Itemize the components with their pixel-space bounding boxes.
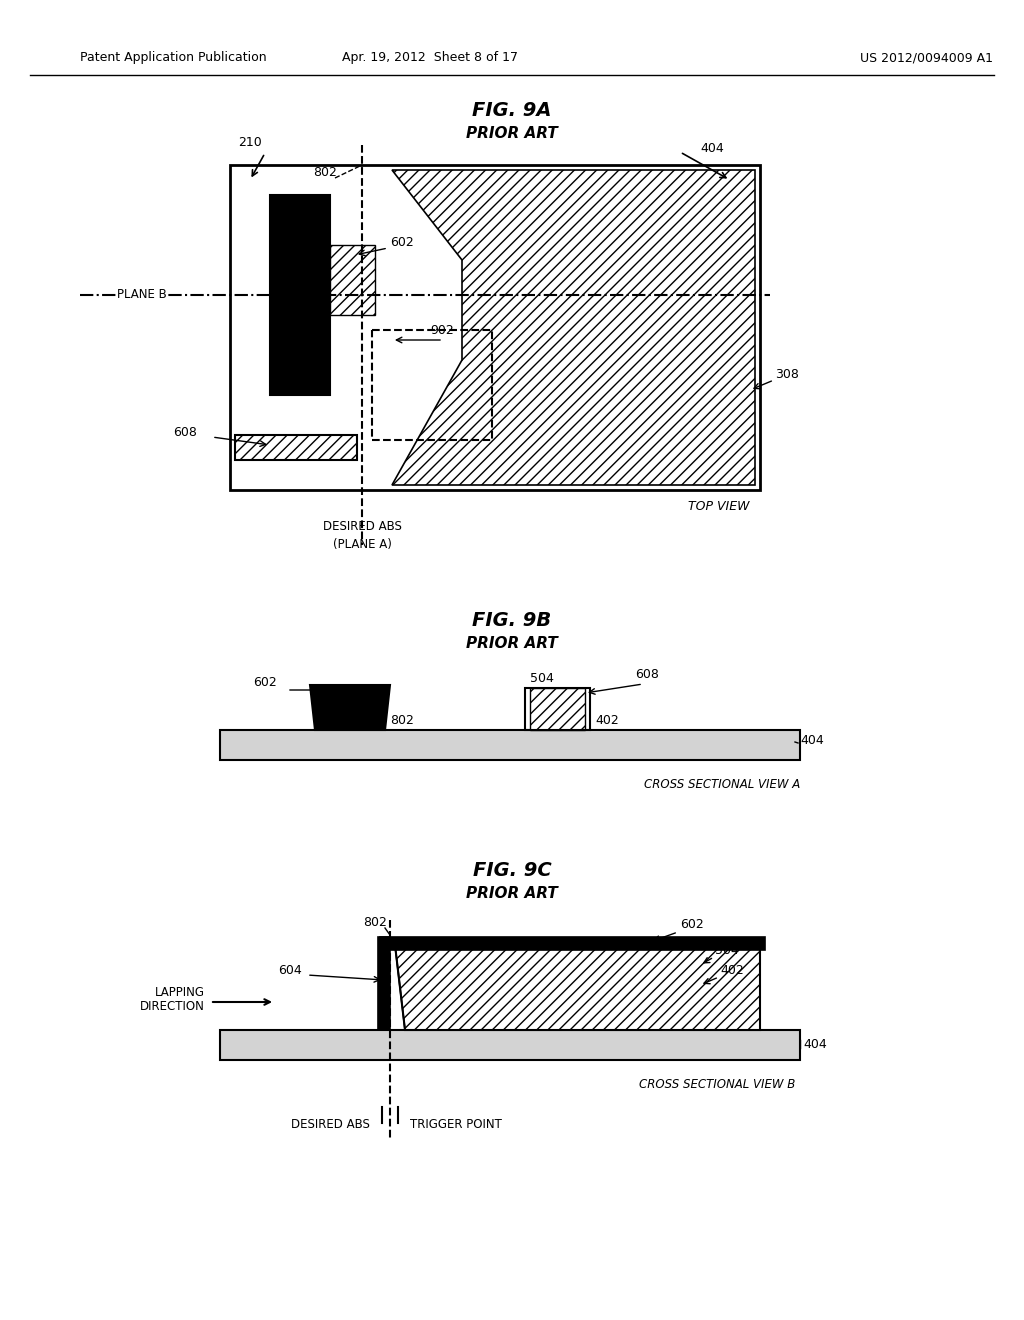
Text: Patent Application Publication: Patent Application Publication [80,51,266,65]
Text: CROSS SECTIONAL VIEW B: CROSS SECTIONAL VIEW B [639,1078,795,1092]
Text: PRIOR ART: PRIOR ART [466,886,558,900]
Text: (PLANE A): (PLANE A) [333,539,391,550]
Polygon shape [380,937,765,950]
Polygon shape [392,170,755,484]
Text: CROSS SECTIONAL VIEW A: CROSS SECTIONAL VIEW A [644,777,800,791]
Polygon shape [310,685,390,730]
Text: DESIRED ABS: DESIRED ABS [323,520,401,533]
Text: 602: 602 [680,919,703,932]
Text: 604: 604 [279,964,302,977]
Text: 402: 402 [595,714,618,726]
Text: TOP VIEW: TOP VIEW [688,500,750,513]
Bar [220,1030,800,1060]
Text: FIG. 9A: FIG. 9A [472,100,552,120]
Text: TRIGGER POINT: TRIGGER POINT [410,1118,502,1131]
Bar [230,165,760,490]
Text: 504: 504 [530,672,554,685]
Text: US 2012/0094009 A1: US 2012/0094009 A1 [860,51,993,65]
Text: PRIOR ART: PRIOR ART [466,635,558,651]
Text: FIG. 9B: FIG. 9B [472,610,552,630]
Polygon shape [395,945,760,1030]
Bar [378,937,390,1030]
Bar [270,195,330,395]
Text: 602: 602 [390,236,414,249]
Polygon shape [234,436,357,459]
Text: 210: 210 [239,136,262,149]
Text: 602: 602 [253,676,276,689]
Text: 902: 902 [430,323,454,337]
Text: LAPPING: LAPPING [155,986,205,998]
Text: 404: 404 [803,1039,826,1052]
Text: PRIOR ART: PRIOR ART [466,125,558,140]
Text: 404: 404 [800,734,823,747]
Bar [234,436,357,459]
Text: 802: 802 [390,714,414,726]
Text: 404: 404 [700,141,724,154]
Text: 308: 308 [775,368,799,381]
Text: DESIRED ABS: DESIRED ABS [291,1118,370,1131]
Text: Apr. 19, 2012  Sheet 8 of 17: Apr. 19, 2012 Sheet 8 of 17 [342,51,518,65]
Text: 802: 802 [364,916,387,928]
Text: 402: 402 [720,964,743,977]
Text: PLANE B: PLANE B [117,289,167,301]
Text: 608: 608 [635,668,658,681]
Polygon shape [330,246,375,315]
Text: 608: 608 [173,426,197,440]
Bar [372,330,492,440]
Bar [220,730,800,760]
Polygon shape [530,688,585,730]
Text: 802: 802 [313,166,337,180]
Text: DIRECTION: DIRECTION [140,1001,205,1014]
Bar [525,688,590,730]
Text: 504: 504 [715,944,739,957]
Text: FIG. 9C: FIG. 9C [473,861,551,879]
